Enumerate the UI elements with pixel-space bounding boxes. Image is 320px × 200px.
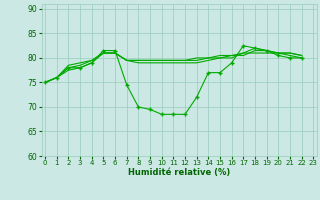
X-axis label: Humidité relative (%): Humidité relative (%) [128,168,230,177]
